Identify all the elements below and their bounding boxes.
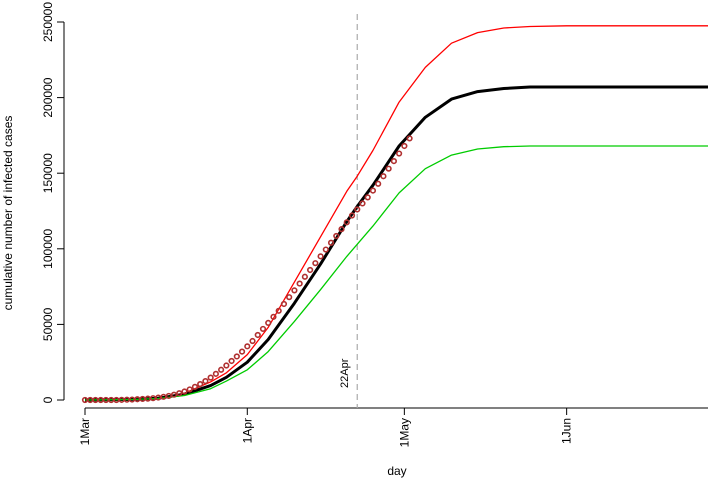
data-point [364,194,371,201]
x-ticks: 1Mar 1Apr 1May 1Jun [78,408,574,447]
data-point [170,391,178,398]
data-point [354,206,361,213]
data-point [333,232,340,240]
series-line-1 [84,85,708,402]
data-point [275,307,282,314]
data-point [186,386,193,393]
data-point [249,337,256,345]
data-point [385,165,392,172]
data-point [212,370,219,377]
x-tick-label: 1Apr [240,418,254,443]
series-3 [81,135,413,404]
data-point [406,135,413,142]
data-point [301,273,308,280]
data-point [322,246,329,253]
data-point [191,383,199,390]
y-tick-label: 0 [41,396,55,403]
data-point [218,366,225,373]
data-point [401,142,408,150]
annotation-label: 22Apr [339,358,351,388]
data-point [228,357,235,365]
x-axis-label: day [387,464,406,478]
data-point [359,200,366,207]
data-point [317,253,324,260]
data-point [296,280,303,287]
y-tick-label: 100000 [41,228,55,268]
data-point [202,378,209,385]
y-axis-label: cumulative number of infected cases [1,116,15,311]
data-point [254,331,261,339]
data-point [291,287,298,294]
y-tick-label: 150000 [41,153,55,193]
data-point [312,260,319,267]
data-point [259,325,267,333]
data-point [280,300,288,308]
data-point [380,173,387,180]
y-tick-label: 250000 [41,2,55,42]
data-point [207,374,214,381]
data-point [233,353,240,360]
data-point [176,390,183,397]
data-point [244,343,251,350]
data-point [223,362,230,369]
y-tick-label: 50000 [41,307,55,341]
data-point [390,158,397,165]
data-point [348,212,356,219]
x-tick-label: 1Jun [560,418,574,444]
data-point [238,348,246,355]
annotation: 22Apr [339,14,358,408]
data-point [307,266,314,274]
plot-area [81,25,708,404]
data-point [375,180,382,187]
data-point [165,392,172,400]
y-ticks: 0 50000 100000 150000 200000 250000 [41,2,64,403]
data-point [396,150,403,157]
x-tick-label: 1May [397,418,411,447]
data-point [343,219,350,226]
data-point [270,313,277,320]
x-tick-label: 1Mar [78,418,92,445]
data-point [286,294,293,301]
data-point [197,381,204,388]
series-line-2 [84,145,708,401]
data-point [338,226,345,233]
data-point [369,187,377,194]
data-point [265,319,272,326]
y-tick-label: 200000 [41,77,55,117]
data-point [181,388,188,395]
series-line-0 [84,25,708,401]
data-point [327,239,335,246]
